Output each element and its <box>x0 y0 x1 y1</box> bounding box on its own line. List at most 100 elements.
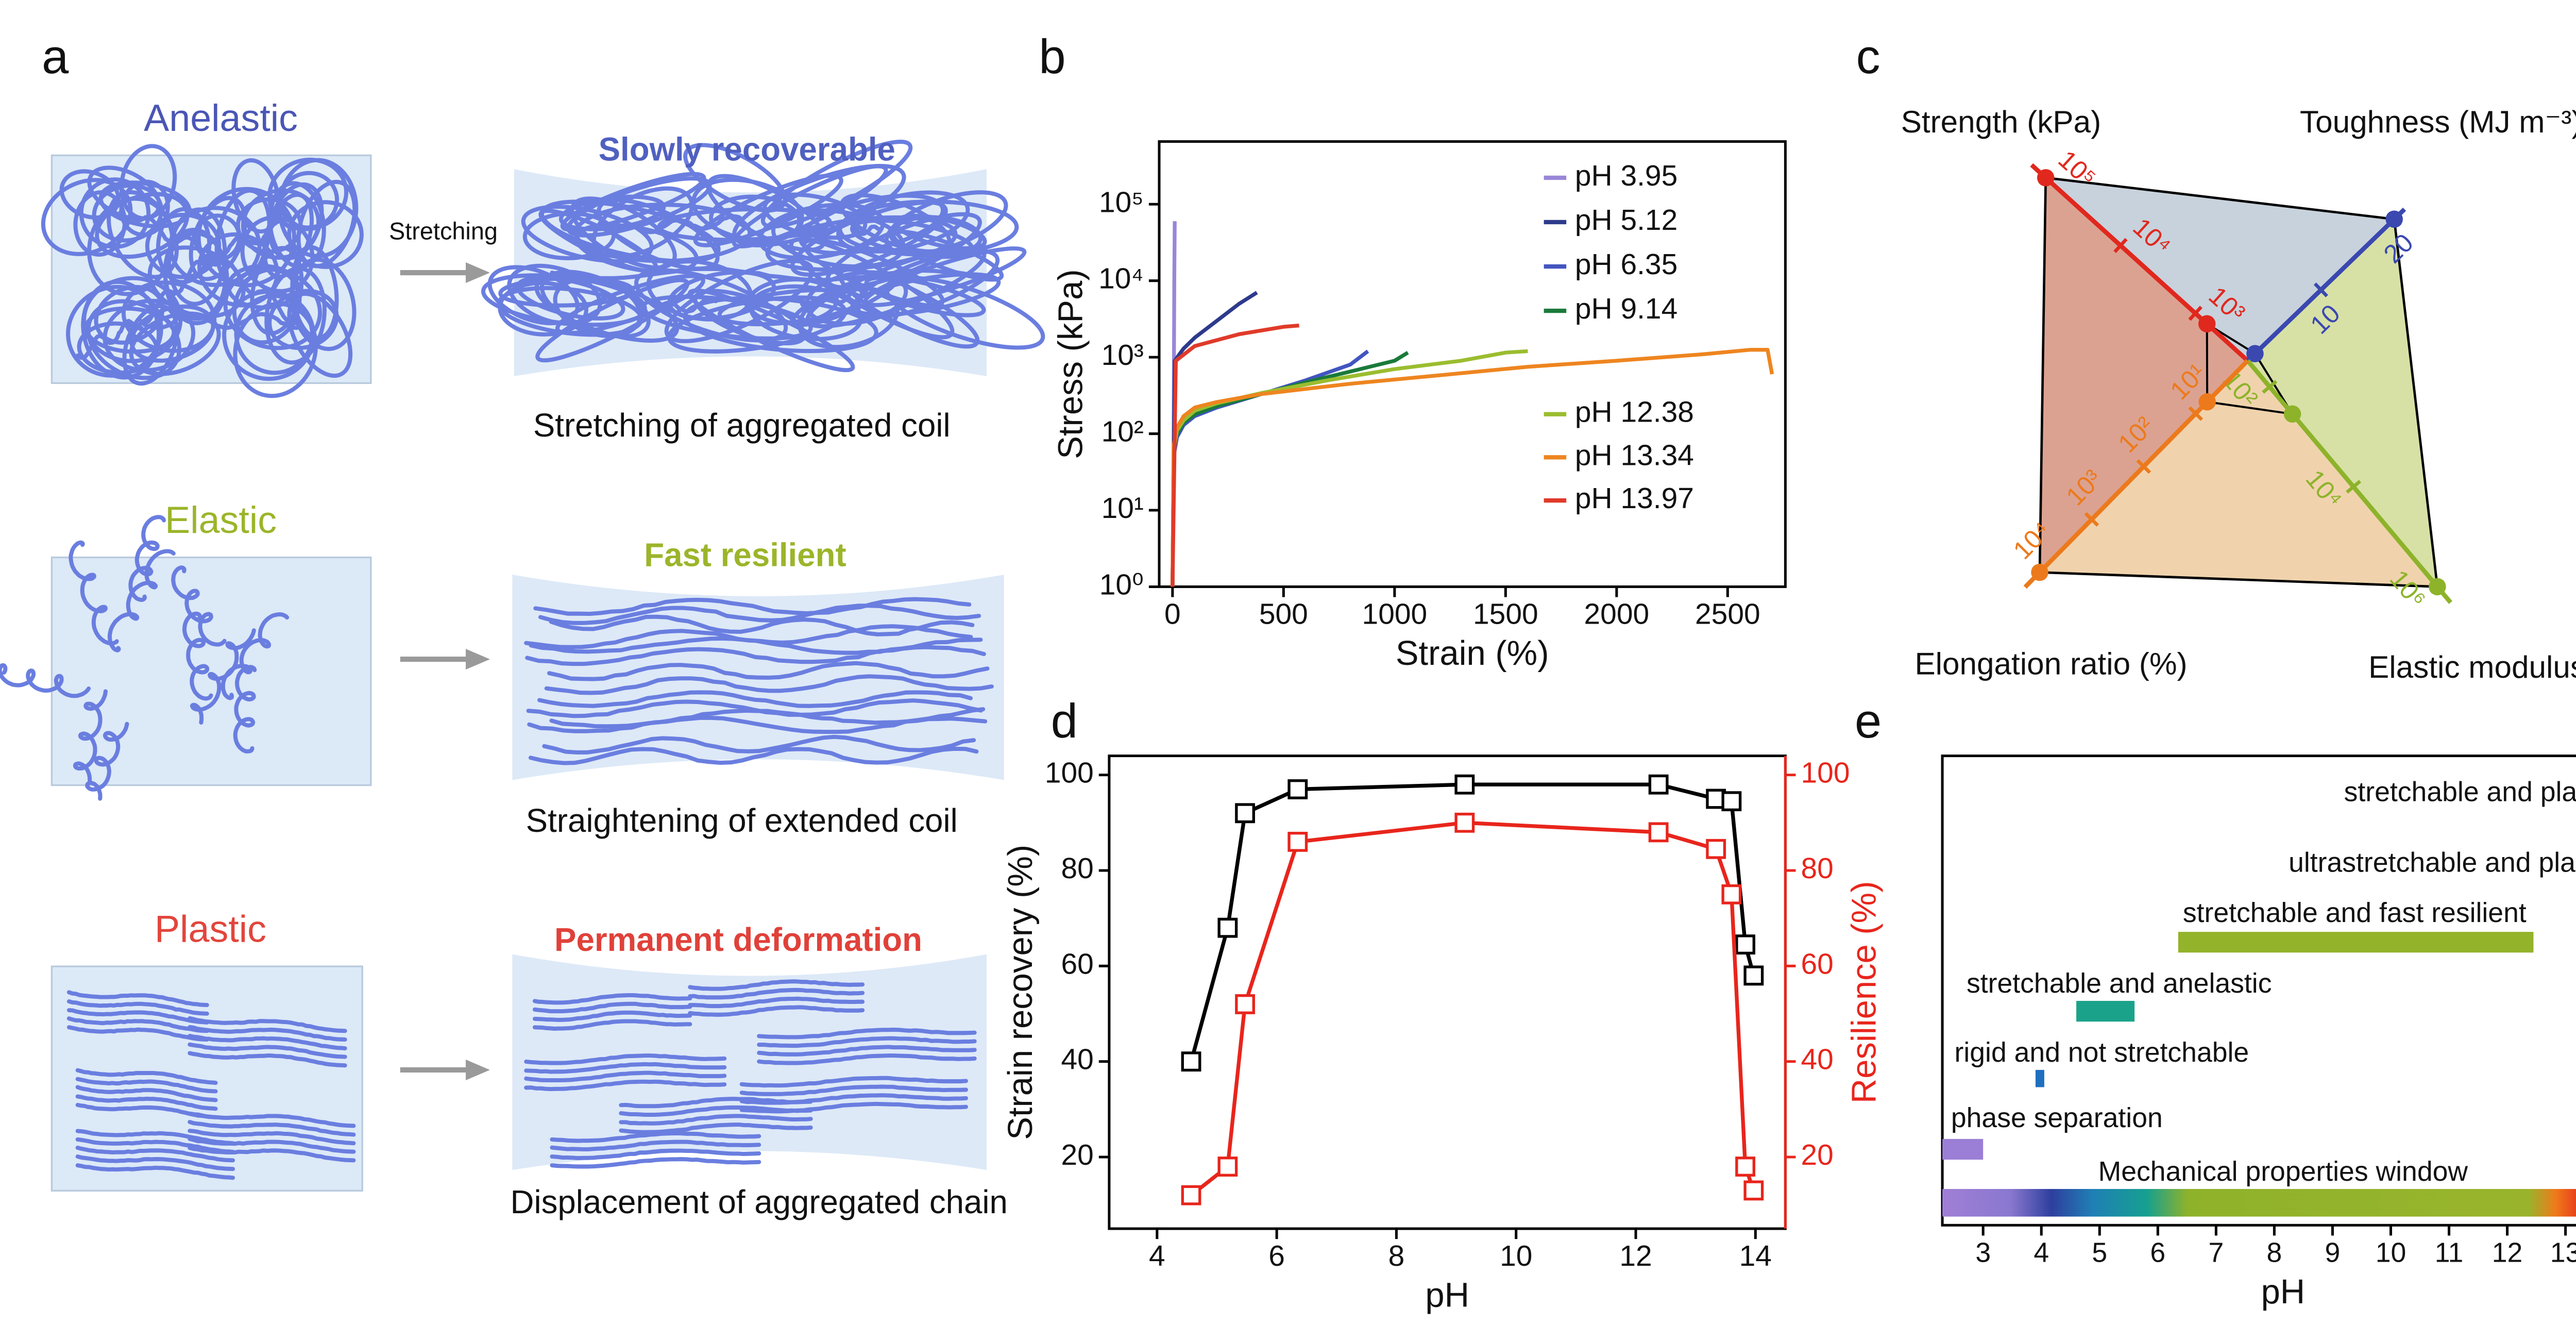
series-line <box>1190 820 1756 1197</box>
chain <box>188 1025 347 1042</box>
chain <box>75 1068 218 1085</box>
marker <box>1735 934 1756 955</box>
arrow-label: Stretching <box>389 217 498 244</box>
chain <box>688 996 865 1009</box>
axis-title: Elastic modulus (kPa) <box>2368 649 2576 684</box>
arrows <box>400 262 490 1081</box>
chain <box>550 1157 761 1169</box>
chain <box>549 614 975 636</box>
x-tick-label: 10 <box>1500 1239 1532 1272</box>
panel-label: e <box>1855 694 1882 748</box>
window-bar <box>1942 1188 2576 1217</box>
series-line <box>1171 291 1258 587</box>
chain <box>687 288 855 373</box>
x-tick-label: 1000 <box>1362 597 1428 630</box>
y2-tick-label: 100 <box>1801 757 1850 790</box>
axis-tick <box>2113 238 2128 254</box>
chain <box>532 993 692 1005</box>
panel-label: c <box>1856 29 1880 83</box>
point <box>2031 563 2048 581</box>
y-tick-label: 40 <box>1061 1043 1093 1076</box>
legend-label: pH 9.14 <box>1575 292 1677 325</box>
chain <box>171 565 227 647</box>
point <box>2283 405 2301 423</box>
chain <box>75 1145 235 1163</box>
chain <box>524 1070 727 1083</box>
y-axis-title: Strain recovery (%) <box>1001 845 1040 1140</box>
y-tick-label: 20 <box>1061 1138 1093 1171</box>
chain <box>524 1079 727 1092</box>
y-tick-label: 10⁴ <box>1098 262 1144 295</box>
chart: 4 6 8 10 12 14 20 40 60 80 100 20 40 60 80 100 pH Strain … <box>1001 755 1883 1315</box>
chain <box>190 628 256 725</box>
axis-line <box>2246 359 2452 604</box>
chain <box>636 297 718 317</box>
marker <box>1743 965 1764 986</box>
y-tick-label: 100 <box>1045 757 1094 790</box>
y2-tick-label: 20 <box>1801 1138 1834 1171</box>
x-tick-label: 2500 <box>1695 597 1760 630</box>
chain <box>521 205 654 263</box>
chain <box>69 540 119 646</box>
x-axis-title: Strain (%) <box>1396 634 1549 673</box>
x-tick-label: 11 <box>2435 1237 2464 1268</box>
state-title: Elastic <box>165 498 277 541</box>
chain <box>75 1154 235 1171</box>
chain <box>762 192 868 240</box>
chain <box>537 690 973 708</box>
chain <box>87 165 161 221</box>
range-bar <box>2076 1001 2135 1022</box>
x-tick-label: 3 <box>1975 1237 1991 1268</box>
point <box>2198 393 2216 411</box>
chain <box>540 199 721 263</box>
x-tick-label: 6 <box>2150 1237 2165 1268</box>
chain <box>664 259 815 343</box>
y2-axis-title: Resilience (%) <box>1844 881 1883 1103</box>
chain <box>739 1084 969 1096</box>
sample-box <box>50 556 372 786</box>
chain <box>66 990 209 1008</box>
x-tick-label: 10 <box>2376 1237 2406 1268</box>
y-tick-label: 80 <box>1061 852 1093 885</box>
chain <box>122 304 179 386</box>
chart: 0 500 1000 1500 2000 2500 10⁰ 10¹ 10² 10³ 10⁴ 10⁵ St… <box>1051 140 1787 673</box>
chain <box>66 999 209 1016</box>
chain <box>188 1146 356 1163</box>
chain <box>188 1129 356 1146</box>
range-bar <box>2178 932 2534 953</box>
marker <box>1721 791 1742 812</box>
x-tick-label: 8 <box>1388 1239 1405 1272</box>
axis-line <box>2246 207 2406 362</box>
behavior-title: Permanent deformation <box>554 922 922 958</box>
axis-tick <box>2084 512 2099 527</box>
chain <box>547 661 990 681</box>
x-tick-label: 7 <box>2208 1237 2224 1268</box>
chain <box>527 715 988 734</box>
x-tick-label: 4 <box>1149 1239 1165 1272</box>
point <box>2429 578 2446 596</box>
chain <box>550 266 969 282</box>
legend-label: pH 13.34 <box>1575 439 1694 472</box>
chain <box>791 272 900 327</box>
chain <box>739 1093 969 1105</box>
axis-tick <box>2188 306 2202 321</box>
x-axis-title: pH <box>2261 1272 2306 1311</box>
chain <box>139 312 299 330</box>
y-tick-label: 10³ <box>1101 339 1144 372</box>
chain <box>533 597 972 616</box>
y2-tick-label: 40 <box>1801 1043 1834 1076</box>
y-axis-title: Stress (kPa) <box>1051 269 1090 459</box>
range-label: stretchable and plastic <box>2344 777 2576 807</box>
chain <box>0 663 91 698</box>
chain <box>532 1001 692 1014</box>
behavior-title: Fast resilient <box>644 537 846 573</box>
chain <box>739 1076 969 1088</box>
chain <box>634 268 788 343</box>
point <box>2198 315 2216 333</box>
axis-tick <box>2188 406 2204 421</box>
chain <box>560 172 706 232</box>
chain <box>522 211 616 260</box>
chain <box>532 1010 692 1022</box>
axis-title: Strength (kPa) <box>1901 104 2101 139</box>
